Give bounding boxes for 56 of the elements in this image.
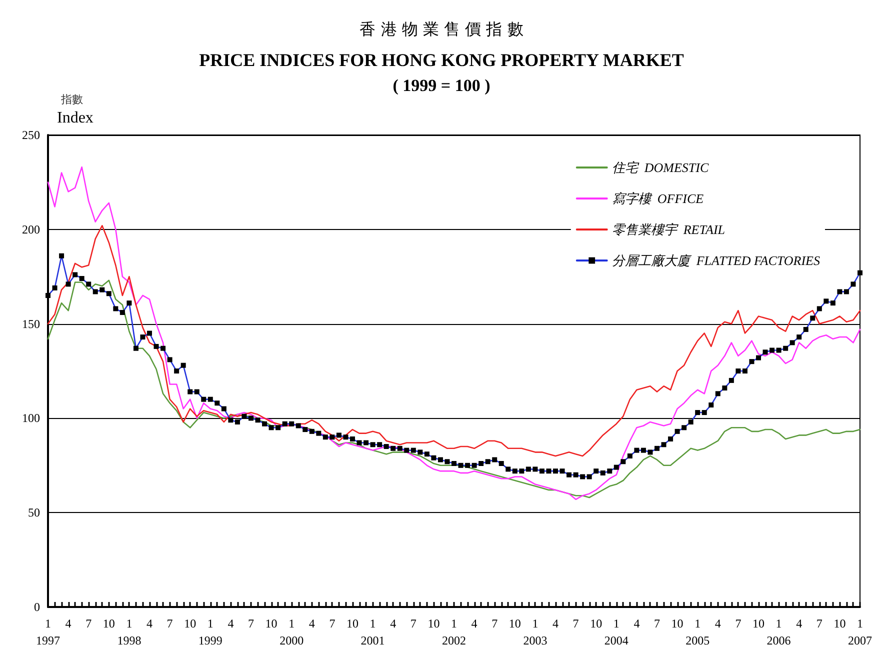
x-tick-label: 7 [166,616,173,630]
x-tick-label: 4 [390,616,396,630]
x-tick-label: 4 [796,616,802,630]
x-tick-label: 7 [572,616,579,630]
x-tick-label: 7 [86,616,92,630]
x-tick-label: 7 [410,616,416,630]
x-tick-label: 10 [508,616,521,630]
y-tick-label: 50 [28,506,40,520]
x-tick-label: 1 2000 [280,616,304,648]
x-tick-label: 7 [816,616,822,630]
y-tick-label: 200 [22,222,40,236]
x-tick-label: 7 [735,616,742,630]
x-tick-label: 4 [65,616,72,630]
x-tick-label: 10 [265,616,278,630]
x-tick-label: 4 [552,616,558,630]
legend-label: 零售業樓宇 RETAIL [612,222,726,237]
x-tick-label: 7 [492,616,498,630]
x-tick-label: 1 2005 [686,616,710,648]
x-tick-label: 10 [671,616,684,630]
x-tick-label: 1 2003 [523,616,548,648]
legend-label: 住宅 DOMESTIC [612,160,709,175]
x-tick-label: 1 2004 [604,616,628,648]
x-tick-label: 7 [248,616,254,630]
y-tick-label: 100 [22,411,40,426]
x-tick-label: 4 [471,616,478,630]
line-series [47,280,861,498]
x-tick-label: 7 [654,616,660,630]
x-tick-label: 7 [329,616,336,630]
x-tick-label: 1 1999 [198,616,222,648]
y-tick-label: 0 [34,600,40,614]
legend-label: 寫字樓 OFFICE [612,191,704,206]
x-tick-label: 1 2001 [360,616,385,648]
x-tick-label: 4 [714,616,721,630]
x-tick-label: 1 1998 [117,616,142,648]
y-tick-label: 250 [22,128,40,142]
line-series [47,224,861,457]
x-tick-label: 10 [752,616,764,630]
x-tick-label: 10 [184,616,196,630]
y-axis-title: 指數 Index [57,93,94,126]
x-tick-label: 4 [228,616,234,630]
x-tick-label: 4 [308,616,315,630]
x-tick-label: 1 2006 [766,616,791,648]
x-tick-label: 10 [834,616,846,630]
chart-subtitle: ( 1999 = 100 ) [392,76,490,95]
x-tick-label: 1 2007 [848,616,872,648]
legend-label: 分層工廠大廈 FLATTED FACTORIES [612,253,820,268]
x-tick-label: 1 2002 [442,616,466,648]
x-tick-label: 4 [146,616,152,630]
x-tick-label: 1 1997 [36,616,60,648]
x-tick-label: 4 [634,616,640,630]
y-tick-label: 150 [22,316,40,331]
chart-title: 香 港 物 業 售 價 指 數 PRICE INDICES FOR HONG KONG PROPERTY MARKET [199,20,684,70]
x-tick-label: 10 [102,616,115,630]
x-tick-label: 10 [590,616,602,630]
x-tick-label: 10 [346,616,358,630]
x-tick-label: 10 [428,616,440,630]
